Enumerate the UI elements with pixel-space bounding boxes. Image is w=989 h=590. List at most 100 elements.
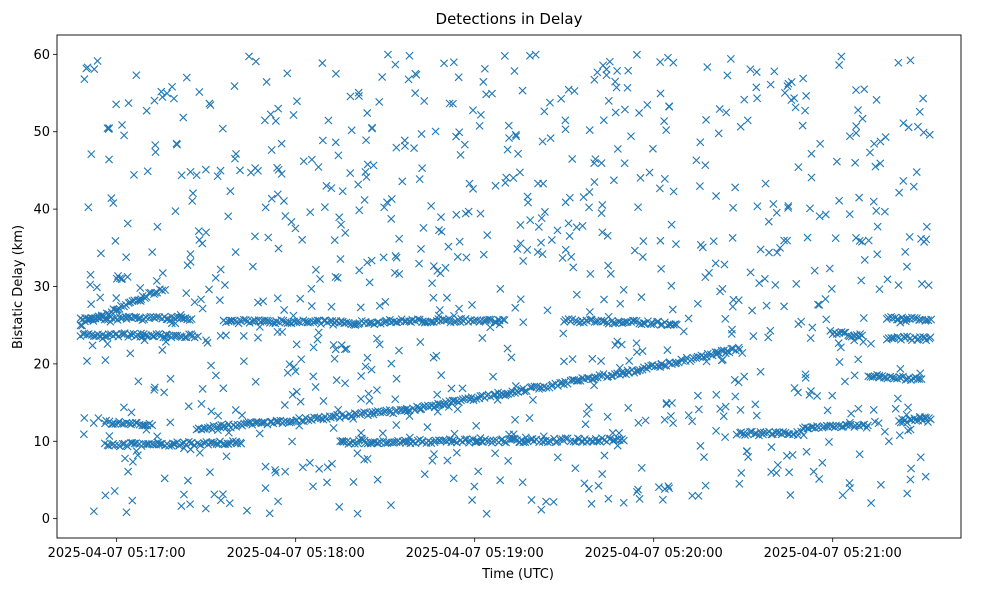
detection-point [372, 334, 381, 343]
detection-point [468, 300, 477, 309]
detection-point [167, 319, 176, 328]
detection-point [852, 122, 861, 131]
detection-point [748, 306, 757, 315]
detection-point [285, 360, 294, 369]
detection-point [363, 109, 372, 118]
detection-point [729, 295, 738, 304]
detection-point [431, 127, 440, 136]
detection-point [211, 273, 220, 282]
detection-point [123, 219, 132, 228]
detection-point [367, 365, 376, 374]
detection-point [574, 376, 583, 385]
detection-point [96, 249, 105, 258]
detection-point [793, 388, 802, 397]
detection-point [126, 298, 135, 307]
detection-point [468, 495, 477, 504]
detection-point [660, 117, 669, 126]
detection-point [289, 363, 298, 372]
detection-point [142, 425, 151, 434]
detection-point [606, 269, 615, 278]
detection-point [266, 110, 275, 119]
detection-point [802, 91, 811, 100]
detection-point [667, 220, 676, 229]
detection-point [799, 431, 808, 440]
detection-point [701, 273, 710, 282]
detection-point [866, 339, 875, 348]
detection-point [327, 184, 336, 193]
detection-point [332, 376, 341, 385]
detection-point [499, 315, 508, 324]
detection-point [875, 371, 884, 380]
detection-point [335, 213, 344, 222]
detection-point [363, 258, 372, 267]
detection-point [832, 157, 841, 166]
detection-point [668, 305, 677, 314]
detection-point [746, 65, 755, 74]
detection-point [255, 429, 264, 438]
detection-point [523, 245, 532, 254]
detection-point [79, 430, 88, 439]
detection-point [420, 318, 429, 327]
detection-point [903, 489, 912, 498]
detection-point [273, 294, 282, 303]
detection-point [355, 266, 364, 275]
detection-point [452, 132, 461, 141]
detection-point [114, 332, 123, 341]
detection-point [215, 296, 224, 305]
detection-point [106, 317, 115, 326]
detection-point [83, 63, 92, 72]
detection-point [915, 412, 924, 421]
detection-point [831, 421, 840, 430]
detection-point [764, 333, 773, 342]
detection-point [444, 402, 453, 411]
detection-point [723, 347, 732, 356]
detection-point [309, 482, 317, 491]
detection-point [619, 285, 628, 294]
detection-point [899, 176, 908, 185]
detection-point [585, 203, 594, 212]
detection-point [515, 168, 524, 177]
detection-point [835, 196, 844, 205]
detection-point [216, 265, 225, 274]
detection-point [273, 190, 282, 199]
detection-point [721, 402, 730, 411]
detection-point [832, 329, 841, 338]
detection-point [232, 437, 240, 446]
detection-point [511, 382, 520, 391]
detection-point [390, 268, 399, 277]
detection-point [437, 371, 446, 380]
detection-point [179, 444, 188, 453]
detection-point [374, 407, 383, 416]
detection-point [198, 304, 207, 313]
detection-point [684, 314, 693, 323]
detection-point [611, 108, 620, 117]
detection-point [134, 377, 143, 386]
detection-point [744, 452, 753, 461]
detection-point [720, 260, 729, 269]
detection-point [288, 437, 297, 446]
detection-point [714, 129, 723, 138]
detection-point [248, 317, 257, 326]
detection-point [287, 217, 296, 226]
detection-point [356, 394, 365, 403]
x-tick-label: 2025-04-07 05:17:00 [48, 546, 186, 561]
detection-point [386, 501, 395, 510]
detection-point [660, 415, 669, 424]
detection-point [330, 236, 339, 245]
detection-point [354, 180, 363, 189]
detection-point [177, 502, 186, 511]
detection-point [489, 436, 498, 445]
detection-point [453, 252, 462, 261]
detection-point [813, 391, 822, 400]
detection-point [96, 293, 105, 302]
detection-point [695, 182, 704, 191]
detection-point [545, 98, 554, 107]
detection-point [752, 83, 761, 92]
detection-point [189, 189, 197, 198]
detection-point [639, 237, 648, 246]
detection-point [617, 340, 626, 349]
detection-point [472, 394, 481, 403]
detection-point [342, 318, 351, 327]
detection-point [814, 300, 822, 309]
detection-point [658, 495, 667, 504]
